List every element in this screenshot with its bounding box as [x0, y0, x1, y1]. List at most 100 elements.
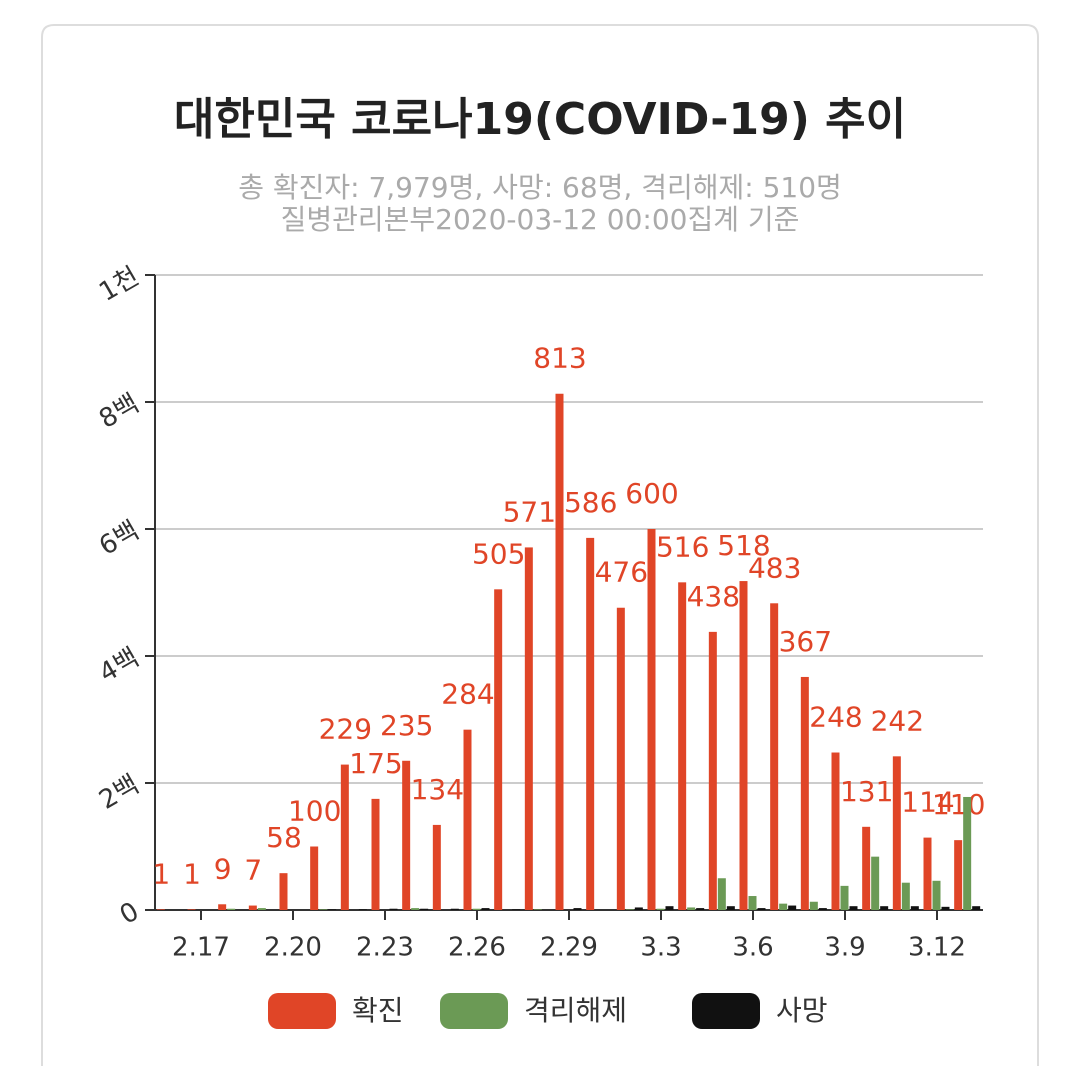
legend-label: 확진: [352, 994, 404, 1027]
data-label: 9: [214, 852, 232, 885]
x-tick-label: 3.12: [908, 933, 966, 963]
bar: [586, 537, 595, 910]
bar: [328, 909, 337, 910]
bar: [218, 904, 227, 910]
data-label: 516: [656, 530, 709, 563]
data-label: 1: [183, 857, 201, 890]
bar: [892, 756, 901, 910]
chart-title: 대한민국 코로나19(COVID-19) 추이: [174, 94, 906, 145]
data-label: 100: [288, 795, 341, 828]
bar: [402, 760, 411, 910]
card: [41, 24, 1039, 1066]
bar: [656, 908, 665, 910]
data-label: 367: [779, 625, 832, 658]
data-label: 175: [349, 747, 402, 780]
bar: [227, 908, 236, 910]
data-label: 134: [411, 773, 464, 806]
data-label: 229: [319, 713, 372, 746]
bar: [941, 906, 950, 910]
bar: [739, 581, 748, 910]
bar: [371, 798, 380, 910]
bar: [687, 907, 696, 910]
data-label: 505: [472, 537, 525, 570]
data-label: 518: [717, 529, 770, 562]
data-label: 600: [625, 477, 678, 510]
legend-swatch: [692, 993, 760, 1029]
legend-swatch: [440, 993, 508, 1029]
bar: [616, 607, 625, 910]
data-label: 1: [152, 857, 170, 890]
bar: [472, 908, 481, 910]
bar: [625, 909, 634, 910]
subtitle: 질병관리본부2020-03-12 00:00집계 기준: [281, 203, 800, 236]
data-label: 110: [932, 788, 985, 821]
data-label: 248: [809, 701, 862, 734]
bar: [726, 906, 735, 910]
bar: [533, 909, 542, 910]
bar: [257, 908, 266, 910]
data-label: 813: [533, 342, 586, 375]
subtitle: 총 확진자: 7,979명, 사망: 68명, 격리해제: 510명: [238, 171, 842, 204]
bar: [665, 906, 674, 910]
bar: [512, 909, 521, 910]
x-tick-label: 2.20: [264, 933, 322, 963]
data-label: 7: [244, 854, 262, 887]
x-tick-label: 3.9: [824, 933, 865, 963]
data-label: 438: [687, 580, 740, 613]
x-tick-label: 2.17: [172, 933, 230, 963]
bar: [340, 764, 349, 910]
x-tick-label: 3.6: [732, 933, 773, 963]
data-label: 242: [871, 704, 924, 737]
data-label: 571: [503, 495, 556, 528]
bar: [831, 752, 840, 910]
data-label: 284: [441, 678, 494, 711]
bar: [800, 676, 809, 910]
legend-label: 격리해제: [524, 994, 627, 1027]
bar: [647, 529, 656, 910]
bar: [187, 909, 196, 910]
bar: [573, 908, 582, 910]
bar: [748, 896, 757, 910]
bar: [481, 908, 490, 910]
bar: [634, 907, 643, 910]
bar: [310, 846, 319, 910]
bar: [420, 908, 429, 910]
bar: [901, 882, 910, 910]
data-label: 131: [840, 775, 893, 808]
x-tick-label: 2.29: [540, 933, 598, 963]
legend-swatch: [268, 993, 336, 1029]
bar: [463, 729, 472, 910]
bar: [779, 903, 788, 910]
bar: [696, 908, 705, 910]
bar: [757, 908, 766, 910]
bar: [450, 908, 459, 910]
bar: [849, 906, 858, 910]
bar: [923, 837, 932, 910]
bar: [809, 901, 818, 910]
bar: [156, 909, 165, 910]
x-tick-label: 2.26: [448, 933, 506, 963]
bar: [972, 906, 981, 910]
data-label: 483: [748, 551, 801, 584]
bar: [279, 873, 288, 910]
bar: [494, 589, 503, 910]
data-label: 58: [266, 821, 302, 854]
bar: [954, 840, 963, 910]
bar: [678, 582, 687, 910]
bar: [411, 908, 420, 910]
bar: [555, 393, 564, 910]
bar: [963, 796, 972, 910]
data-label: 476: [595, 556, 648, 589]
data-label: 586: [564, 486, 617, 519]
bar: [910, 906, 919, 910]
x-tick-label: 2.23: [356, 933, 414, 963]
legend-label: 사망: [776, 994, 828, 1027]
bar: [524, 547, 533, 910]
bar: [248, 905, 257, 910]
bar: [788, 905, 797, 910]
bar: [717, 878, 726, 910]
data-label: 235: [380, 709, 433, 742]
bar: [871, 856, 880, 910]
data-label: 114: [901, 786, 954, 819]
